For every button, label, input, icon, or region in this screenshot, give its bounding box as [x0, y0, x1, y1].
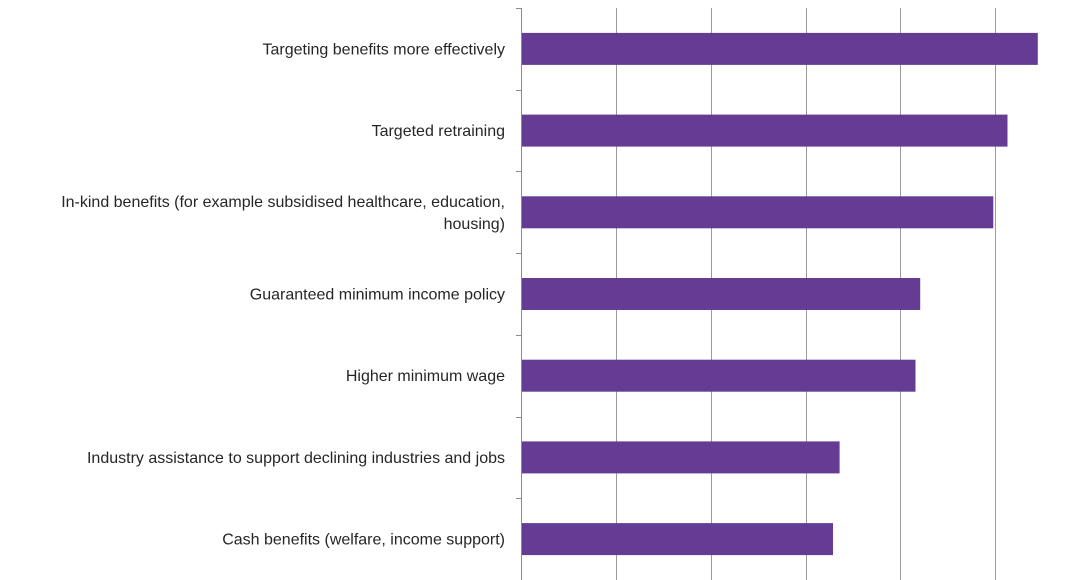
category-axis [516, 8, 522, 580]
bar [522, 32, 1038, 65]
bar [522, 114, 1008, 147]
category-label: In-kind benefits (for example subsidised… [61, 194, 505, 233]
category-label: Targeting benefits more effectively [263, 41, 506, 58]
bar [522, 441, 840, 474]
category-label: Cash benefits (welfare, income support) [222, 532, 505, 549]
bar [522, 359, 916, 392]
bar [522, 278, 921, 310]
category-label: Industry assistance to support declining… [87, 450, 505, 467]
bars [522, 32, 1038, 556]
category-label: Targeted retraining [372, 123, 505, 140]
category-label: Guaranteed minimum income policy [250, 287, 505, 304]
bar [522, 523, 833, 556]
category-label: Higher minimum wage [346, 368, 505, 385]
bar [522, 196, 994, 229]
category-labels: Targeting benefits more effectively Targe… [61, 41, 505, 548]
